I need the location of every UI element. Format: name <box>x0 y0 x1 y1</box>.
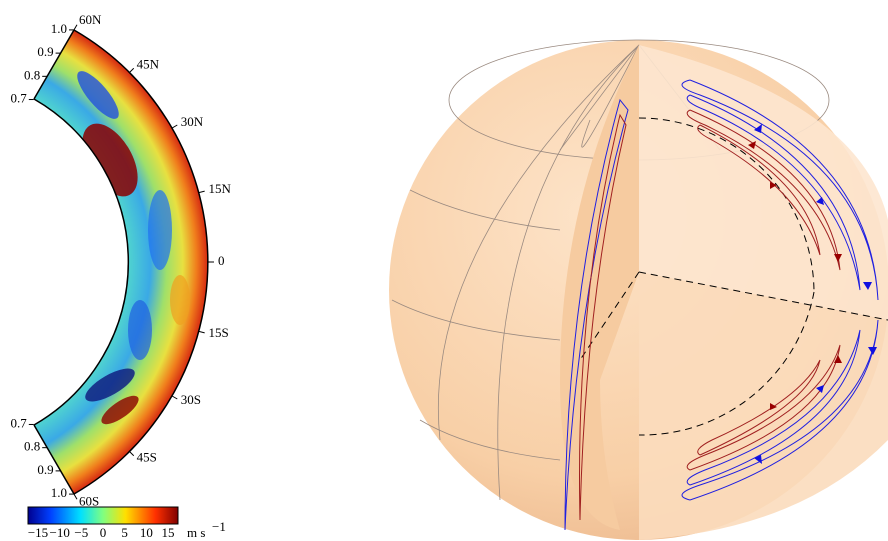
colorbar-unit-exponent: −1 <box>212 519 226 534</box>
colorbar-unit: m s <box>187 525 205 540</box>
radius-label: 0.7 <box>11 415 28 430</box>
colorbar-tick-label: 15 <box>162 525 175 540</box>
radius-label: 0.8 <box>24 439 40 454</box>
radius-label: 0.8 <box>24 67 40 82</box>
lat-label: 60N <box>79 12 102 27</box>
lat-label: 0 <box>218 253 225 268</box>
meridional-flow-map <box>34 30 208 494</box>
lat-label: 45S <box>137 450 157 465</box>
colorbar-tick-label: −15 <box>28 525 48 540</box>
shell <box>34 30 208 494</box>
radius-label: 1.0 <box>51 485 67 500</box>
colorbar <box>28 507 178 524</box>
lat-label: 60S <box>79 494 99 509</box>
lat-label: 15N <box>209 181 232 196</box>
colorbar-tick-label: 0 <box>100 525 107 540</box>
lat-tick <box>74 25 77 30</box>
lat-label: 30N <box>181 114 204 129</box>
sphere-diagram <box>389 40 888 540</box>
radius-label: 1.0 <box>51 21 67 36</box>
colorbar-tick-label: 5 <box>121 525 128 540</box>
colorbar-tick-label: 10 <box>140 525 153 540</box>
colorbar-tick-label: −5 <box>74 525 88 540</box>
lat-tick <box>130 452 134 456</box>
lat-label: 45N <box>137 56 160 71</box>
figure: 60N 45N 30N 15N 0 15S 30S 45S 60S 1.0 0.9 0.8 0.7 0.7… <box>0 0 888 541</box>
lat-tick <box>172 125 177 128</box>
lat-tick <box>74 494 77 499</box>
lat-label: 15S <box>209 325 229 340</box>
radius-label: 0.9 <box>37 44 53 59</box>
lat-tick <box>199 191 205 193</box>
lat-label: 30S <box>181 392 201 407</box>
lat-tick <box>172 396 177 399</box>
lat-tick <box>199 331 205 333</box>
radius-label: 0.9 <box>37 462 53 477</box>
lat-tick <box>130 68 134 72</box>
colorbar-tick-label: −10 <box>49 525 69 540</box>
radius-label: 0.7 <box>11 91 28 106</box>
